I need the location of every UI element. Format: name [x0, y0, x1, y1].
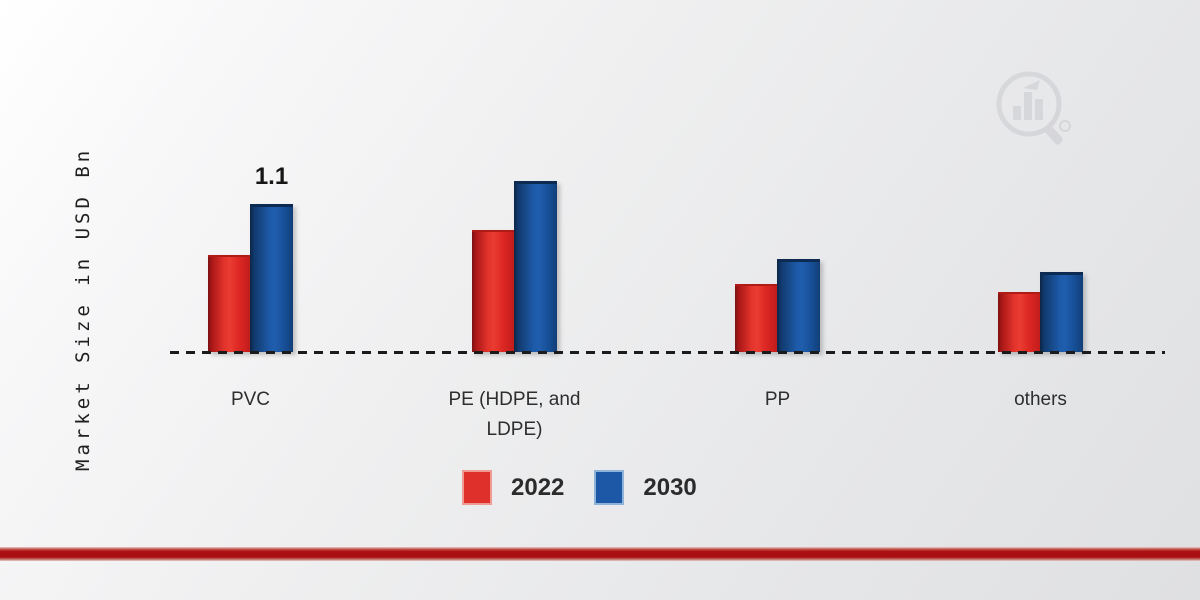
data-label-2030-PVC: 1.1 [254, 163, 289, 190]
legend-swatch-2022 [464, 472, 490, 503]
x-axis-dashed-line [170, 351, 1165, 354]
legend-item-2030: 2030 [596, 472, 697, 503]
bar-2022-PP [735, 284, 777, 352]
bar-2030-others [1040, 272, 1083, 352]
category-label-PP: PP [764, 389, 791, 410]
chart-legend: 2022 2030 [464, 472, 697, 503]
bar-2022-others [998, 292, 1040, 352]
category-label-PVC: PVC [230, 389, 271, 410]
bar-group-PE (HDPE, and LDPE) [472, 0, 557, 352]
bar-2022-PVC [208, 255, 250, 352]
bar-2030-PVC [250, 204, 293, 352]
legend-label-2030: 2030 [643, 473, 697, 501]
legend-item-2022: 2022 [464, 472, 564, 503]
bar-2030-PP [777, 259, 820, 352]
bar-2030-PE (HDPE, and LDPE) [514, 181, 557, 352]
legend-label-2022: 2022 [511, 473, 565, 501]
bar-group-PVC: 1.1 [208, 0, 293, 352]
bar-2022-PE (HDPE, and LDPE) [472, 230, 514, 352]
legend-swatch-2030 [596, 472, 623, 503]
category-label-others: others [1014, 389, 1067, 410]
bottom-red-divider [0, 547, 1200, 561]
bar-group-others [998, 0, 1083, 352]
category-label-PE (HDPE, and LDPE): PE (HDPE, and LDPE) [448, 389, 581, 440]
plot-area: 1.1 [208, 0, 1083, 352]
watermark-logo [993, 62, 1079, 159]
magnifier-bars-icon [996, 71, 1071, 145]
bar-group-PP [735, 0, 820, 352]
